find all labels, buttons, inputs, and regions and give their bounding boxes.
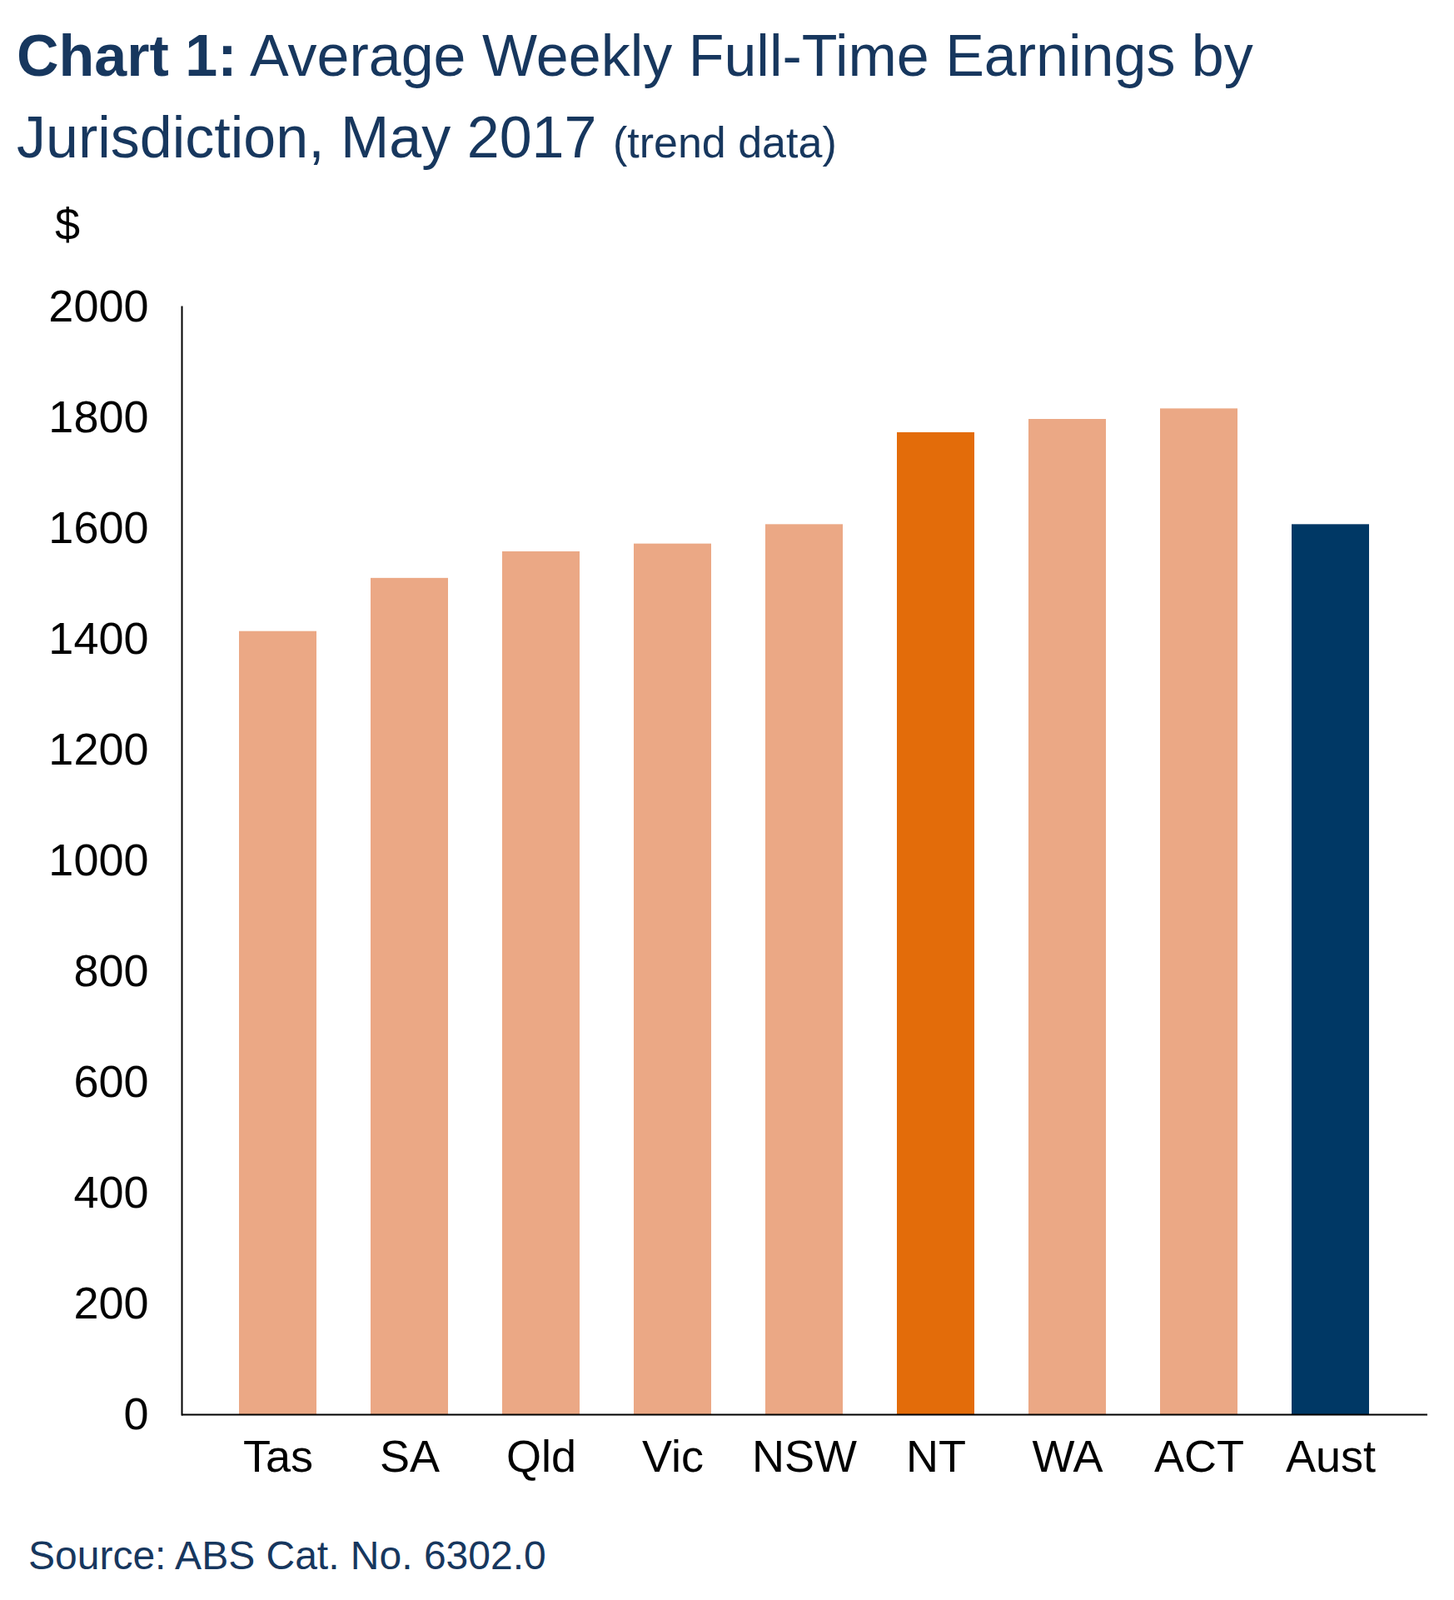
svg-text:2000: 2000 xyxy=(48,280,149,331)
html-text:Chart 1: Average Weekly Full-T: Chart 1: Average Weekly Full-Time Earnin… xyxy=(16,23,1254,170)
svg-text:200: 200 xyxy=(73,1277,149,1328)
svg-text:0: 0 xyxy=(123,1388,149,1439)
html-text:Source: ABS Cat. No. 6302.0: Source: ABS Cat. No. 6302.0 xyxy=(28,1533,547,1578)
svg-text:SA: SA xyxy=(379,1430,440,1481)
svg-text:NT: NT xyxy=(906,1430,967,1481)
svg-text:1200: 1200 xyxy=(48,723,149,774)
svg-text:NSW: NSW xyxy=(751,1430,857,1481)
svg-text:WA: WA xyxy=(1032,1430,1104,1481)
svg-text:800: 800 xyxy=(73,945,149,996)
svg-text:1600: 1600 xyxy=(48,502,149,553)
svg-text:ACT: ACT xyxy=(1154,1430,1245,1481)
svg-text:1400: 1400 xyxy=(48,612,149,663)
svg-text:Tas: Tas xyxy=(243,1430,314,1481)
svg-text:1800: 1800 xyxy=(48,391,149,442)
svg-text:1000: 1000 xyxy=(48,834,149,885)
svg-text:Aust: Aust xyxy=(1285,1430,1376,1481)
svg-text:400: 400 xyxy=(73,1166,149,1217)
svg-text:Qld: Qld xyxy=(506,1430,577,1481)
svg-text:Vic: Vic xyxy=(642,1430,704,1481)
svg-text:600: 600 xyxy=(73,1055,149,1106)
